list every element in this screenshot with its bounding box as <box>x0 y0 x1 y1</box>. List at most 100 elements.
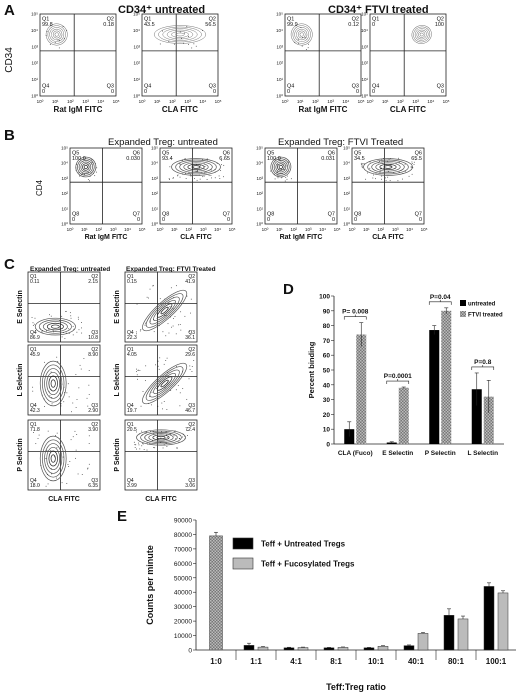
panel-b-y-tick: 10⁰ <box>343 222 350 227</box>
panel-b-x-tick: 10¹ <box>363 227 370 232</box>
D-y-tick-label: 90 <box>323 308 331 315</box>
E-legend-label: Teff + Untreated Tregs <box>261 540 346 549</box>
panel-a-quadrant-name: Q4 <box>144 84 151 90</box>
panel-b-x-tick: 10⁵ <box>421 227 428 232</box>
panel-a-quadrant-value: 43.5 <box>144 22 155 28</box>
D-y-tick-label: 20 <box>323 412 331 419</box>
panel-c-quadrant-value: 18.0 <box>30 483 40 489</box>
panel-b-quadrant-name: Q7 <box>133 212 140 218</box>
panel-c-plot-frame <box>124 344 198 416</box>
panel-b-y-tick: 10⁰ <box>151 222 158 227</box>
D-y-tick-label: 70 <box>323 338 331 345</box>
panel-a-quadrant-name: Q3 <box>352 84 359 90</box>
E-bar-fucosylated <box>257 646 269 651</box>
panel-b-y-tick: 10³ <box>343 176 350 181</box>
panel-c-quadrant-name: Q4 <box>30 478 37 484</box>
panel-b-plot-1 <box>159 147 233 225</box>
E-category-label: 80:1 <box>448 657 465 666</box>
panel-a-y-tick: 10⁴ <box>133 28 140 33</box>
panel-a-quadrant-value: 0.12 <box>348 22 359 28</box>
panel-a-quadrant-name: Q1 <box>287 17 294 23</box>
panel-c-plot-4 <box>27 419 101 491</box>
panel-b-quadrant-value: 93.4 <box>162 156 173 162</box>
panel-b-quadrant-name: Q5 <box>72 151 79 157</box>
panel-a-plot-frame <box>369 13 447 97</box>
panel-a-y-tick: 10⁵ <box>276 12 283 17</box>
panel-a-plot-frame <box>39 13 117 97</box>
panel-b-x-tick: 10⁴ <box>406 227 413 232</box>
panel-b-quadrant-name: Q8 <box>354 212 361 218</box>
panel-a-y-tick: 10³ <box>276 44 283 49</box>
panel-b-plot-frame <box>159 147 233 225</box>
panel-a-plot-1 <box>141 13 219 97</box>
panel-b-x-tick: 10⁴ <box>214 227 221 232</box>
panel-c-quadrant-value: 29.6 <box>185 352 195 358</box>
panel-b-y-tick: 10³ <box>256 176 263 181</box>
panel-a-y-tick: 10⁰ <box>361 94 368 99</box>
panel-a-quadrant-value: 0 <box>144 89 147 95</box>
panel-a-x-tick: 10¹ <box>52 99 59 104</box>
panel-c-plot-1 <box>124 271 198 343</box>
panel-a-y-tick: 10² <box>31 61 38 66</box>
panel-c-quadrant-value: 36.1 <box>185 335 195 341</box>
panel-b-quadrant-value: 100.0 <box>267 156 281 162</box>
E-y-tick-label: 20000 <box>174 619 192 626</box>
panel-b-quadrant-name: Q7 <box>415 212 422 218</box>
panel-a-x-tick: 10³ <box>82 99 89 104</box>
panel-b-quadrant-value: 0 <box>72 217 75 223</box>
E-y-tick-label: 30000 <box>174 604 192 611</box>
panel-a-quadrant-name: Q1 <box>42 17 49 23</box>
panel-a-x-tick: 10³ <box>184 99 191 104</box>
panel-c-quadrant-value: 72.4 <box>185 427 195 433</box>
panel-c-quadrant-name: Q4 <box>127 478 134 484</box>
D-legend-label: untreated <box>468 302 496 308</box>
E-bar-fucosylated <box>297 647 309 651</box>
panel-c-quadrant-value: 2.15 <box>88 279 98 285</box>
E-y-tick-label: 0 <box>188 648 192 655</box>
panel-a-y-tick: 10¹ <box>361 77 368 82</box>
D-y-tick-label: 10 <box>323 427 331 434</box>
panel-a-x-tick: 10⁴ <box>427 99 434 104</box>
E-bar-control <box>209 535 223 651</box>
E-bar-untreated <box>243 645 255 651</box>
panel-a-quadrant-name: Q2 <box>352 17 359 23</box>
panel-b-y-tick: 10⁴ <box>343 161 350 166</box>
E-y-tick-label: 80000 <box>174 532 192 539</box>
panel-b-x-label: CLA FITC <box>180 234 212 241</box>
panel-a-x-tick: 10⁴ <box>97 99 104 104</box>
panel-b-x-tick: 10⁰ <box>157 227 164 232</box>
panel-a-quadrant-name: Q2 <box>437 17 444 23</box>
panel-b-x-tick: 10³ <box>200 227 207 232</box>
panel-a-quadrant-name: Q4 <box>42 84 49 90</box>
panel-c-quadrant-value: 3.90 <box>88 427 98 433</box>
D-p-value: P=0.8 <box>474 359 492 366</box>
panel-a-quadrant-value: 0 <box>213 89 216 95</box>
panel-a-quadrant-value: 0 <box>441 89 444 95</box>
panel-a-x-tick: 10² <box>397 99 404 104</box>
panel-b-quadrant-name: Q6 <box>328 151 335 157</box>
panel-b-quadrant-value: 0.031 <box>321 156 335 162</box>
panel-c-x-label: CLA FITC <box>48 496 80 503</box>
panel-a-y-tick: 10⁵ <box>133 12 140 17</box>
panel-a-y-tick: 10³ <box>361 44 368 49</box>
D-y-tick-label: 30 <box>323 397 331 404</box>
panel-a-x-tick: 10² <box>169 99 176 104</box>
E-bar-untreated <box>323 647 335 651</box>
panel-b-plot-frame <box>264 147 338 225</box>
panel-b-x-tick: 10³ <box>305 227 312 232</box>
panel-c-plot-3 <box>124 344 198 416</box>
panel-a-quadrant-name: Q3 <box>209 84 216 90</box>
panel-b-y-tick: 10⁴ <box>151 161 158 166</box>
panel-b-x-label: CLA FITC <box>372 234 404 241</box>
D-significance-bracket <box>386 379 410 385</box>
panel-a-quadrant-value: 56.5 <box>205 22 216 28</box>
panel-c-quadrant-value: 0.11 <box>30 279 40 285</box>
D-category-label: CLA (Fuco) <box>338 450 373 457</box>
E-bar-untreated <box>483 586 495 651</box>
panel-b-x-tick: 10² <box>186 227 193 232</box>
panel-b-y-tick: 10¹ <box>61 206 68 211</box>
D-significance-bracket <box>343 314 367 320</box>
panel-a-quadrant-value: 0 <box>372 22 375 28</box>
panel-a-y-tick: 10¹ <box>31 77 38 82</box>
E-bar-fucosylated <box>417 633 429 651</box>
